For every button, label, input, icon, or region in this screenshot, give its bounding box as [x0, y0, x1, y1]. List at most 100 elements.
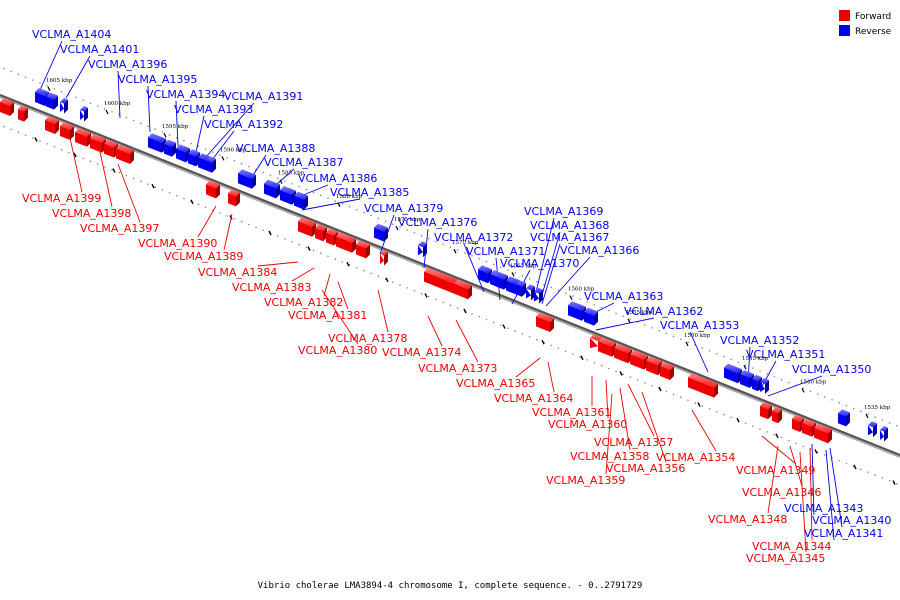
scale-dot — [766, 373, 768, 375]
leader-line — [545, 256, 591, 307]
forward-gene-label: VCLMA_A1348 — [708, 513, 787, 526]
scale-dot — [291, 183, 293, 185]
reverse-gene — [868, 421, 877, 438]
legend-forward-label: Forward — [855, 12, 891, 22]
leader-line — [455, 319, 479, 363]
leader-line — [539, 231, 561, 303]
scale-dot — [284, 238, 286, 240]
scale-minor-tick — [73, 152, 77, 158]
scale-dot — [154, 128, 156, 130]
scale-dot — [442, 243, 445, 246]
scale-dot — [860, 410, 862, 413]
scale-dot — [399, 284, 401, 286]
scale-dot — [183, 197, 185, 200]
scale-dot — [392, 281, 394, 283]
scale-dot — [276, 235, 279, 237]
scale-minor-tick — [151, 183, 155, 189]
scale-dot — [442, 301, 445, 304]
reverse-gene-label: VCLMA_A1343 — [784, 502, 863, 515]
scale-dot — [262, 229, 265, 232]
scale-minor-tick — [775, 433, 779, 439]
scale-dot — [305, 246, 308, 249]
scale-dot — [68, 151, 70, 154]
leader-line — [619, 387, 631, 451]
forward-gene — [45, 116, 59, 134]
scale-dot — [744, 422, 747, 425]
scale-dot — [3, 125, 5, 128]
forward-gene — [454, 279, 472, 300]
scale-dot — [737, 361, 740, 364]
scale-minor-tick — [853, 464, 857, 470]
reverse-gene — [80, 106, 88, 122]
forward-gene-label: VCLMA_A1357 — [594, 436, 673, 449]
scale-dot — [615, 312, 617, 315]
tick-label: 1605 kbp — [46, 78, 73, 84]
forward-gene-label: VCLMA_A1390 — [138, 237, 217, 250]
scale-dot — [593, 303, 596, 306]
scale-dot — [334, 258, 337, 260]
scale-dot — [456, 307, 459, 309]
scale-dot — [492, 321, 495, 324]
leader-line — [809, 447, 813, 541]
scale-dot — [255, 226, 257, 229]
scale-dot — [550, 344, 552, 347]
scale-dot — [161, 131, 164, 133]
diagram-caption: Vibrio cholerae LMA3894-4 chromosome I, … — [258, 581, 643, 591]
reverse-gene — [418, 241, 427, 258]
scale-minor-tick — [346, 261, 350, 267]
scale-dot — [701, 405, 704, 407]
scale-dot — [759, 428, 761, 430]
scale-dot — [17, 73, 20, 76]
scale-dot — [363, 269, 365, 272]
forward-gene-label: VCLMA_A1399 — [22, 192, 101, 205]
leader-line — [427, 315, 443, 347]
leader-line — [533, 217, 555, 301]
scale-dot — [665, 390, 668, 393]
scale-dot — [39, 82, 41, 84]
reverse-gene — [46, 92, 58, 110]
leader-line — [323, 273, 331, 297]
scale-dot — [219, 154, 221, 156]
scale-dot — [428, 237, 430, 240]
scale-dot — [680, 338, 682, 341]
scale-dot — [262, 171, 265, 174]
scale-dot — [557, 289, 560, 292]
scale-dot — [478, 257, 481, 260]
scale-dot — [377, 217, 380, 220]
scale-minor-tick — [424, 293, 428, 298]
reverse-gene — [478, 265, 492, 284]
scale-major-tick — [105, 109, 109, 115]
scale-dot — [600, 306, 603, 309]
forward-gene — [60, 122, 74, 140]
scale-dot — [521, 333, 524, 335]
scale-major-tick — [221, 156, 225, 161]
scale-dot — [147, 125, 149, 127]
scale-dot — [557, 347, 560, 350]
scale-dot — [327, 255, 329, 257]
scale-dot — [780, 378, 783, 381]
scale-dot — [485, 260, 488, 263]
scale-major-tick — [801, 388, 805, 393]
leader-line — [641, 391, 667, 463]
scale-dot — [320, 194, 322, 197]
scale-dot — [154, 186, 156, 188]
scale-dot — [384, 220, 387, 223]
forward-gene-label: VCLMA_A1365 — [456, 377, 535, 390]
scale-dot — [615, 370, 617, 373]
scale-dot — [816, 393, 819, 395]
scale-dot — [348, 206, 351, 208]
forward-gene-label: VCLMA_A1397 — [80, 222, 159, 235]
forward-gene — [380, 250, 388, 266]
scale-dot — [413, 231, 416, 234]
reverse-gene-label: VCLMA_A1385 — [330, 186, 409, 199]
scale-minor-tick — [502, 324, 506, 329]
leader-line — [321, 289, 359, 345]
scale-dot — [636, 379, 639, 381]
scale-dot — [780, 436, 783, 439]
scale-dot — [147, 183, 149, 185]
reverse-gene-label: VCLMA_A1396 — [88, 58, 167, 71]
reverse-gene-label: VCLMA_A1393 — [174, 103, 253, 116]
scale-dot — [766, 431, 768, 433]
reverse-gene — [176, 144, 190, 163]
scale-dot — [622, 315, 624, 318]
